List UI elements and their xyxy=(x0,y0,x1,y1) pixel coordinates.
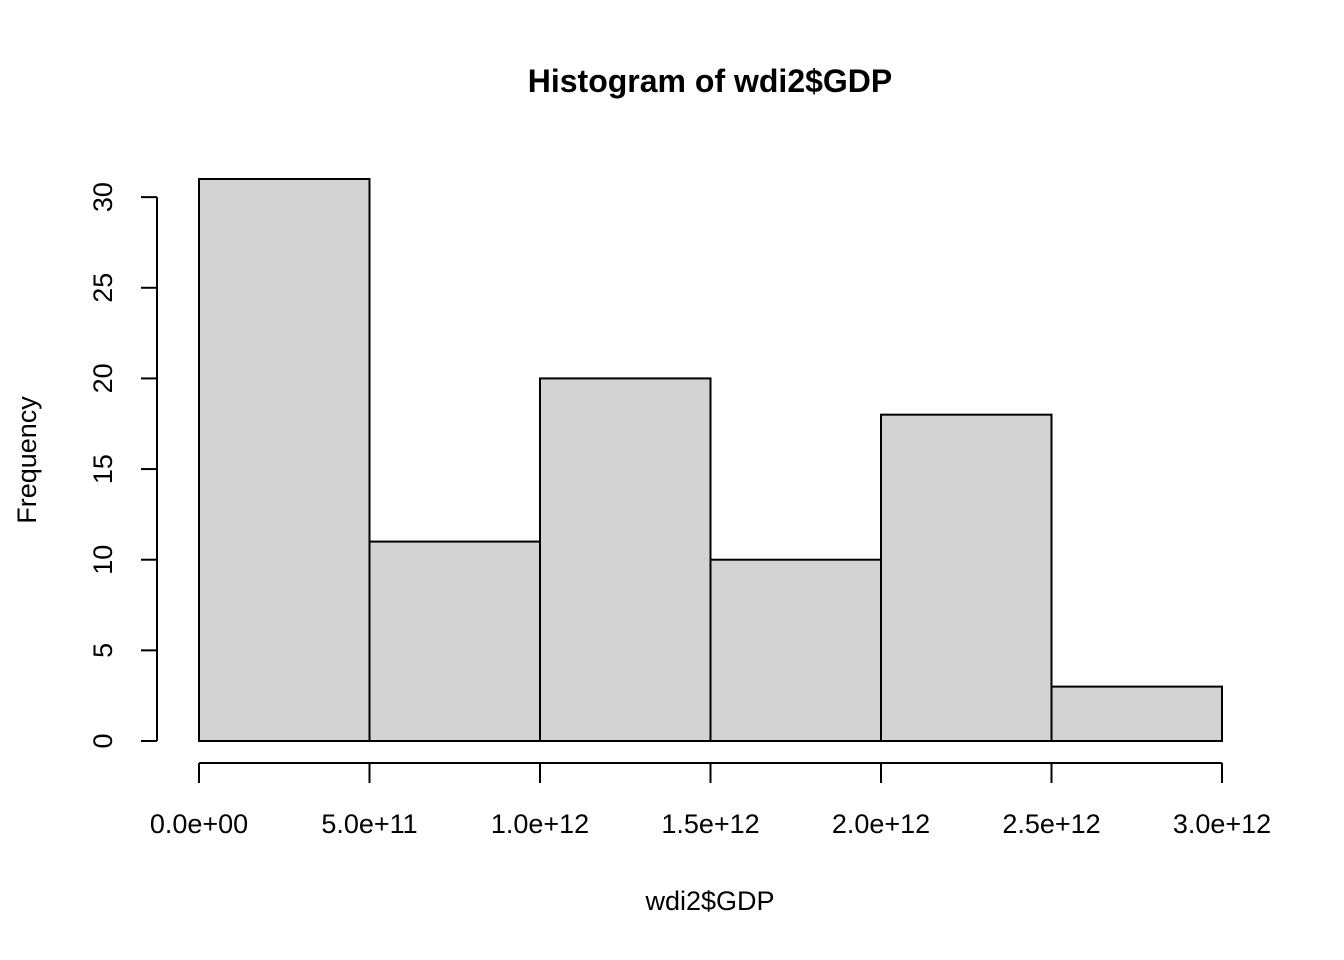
histogram-bar xyxy=(198,178,371,742)
x-axis-label: wdi2$GDP xyxy=(644,886,774,916)
x-tick-label: 5.0e+11 xyxy=(321,809,417,839)
chart-title: Histogram of wdi2$GDP xyxy=(528,63,893,99)
x-tick-label: 3.0e+12 xyxy=(1173,809,1271,839)
y-tick-label: 5 xyxy=(88,643,118,658)
bars-group xyxy=(198,178,1223,743)
x-tick-label: 2.5e+12 xyxy=(1002,809,1100,839)
x-tick-label: 2.0e+12 xyxy=(832,809,930,839)
x-axis: 0.0e+00 5.0e+11 1.0e+12 1.5e+12 2.0e+12 2.5e+… xyxy=(150,762,1271,839)
histogram-bar xyxy=(880,413,1053,742)
y-tick-label: 30 xyxy=(88,182,118,212)
histogram-bar xyxy=(1050,685,1223,743)
y-tick-label: 20 xyxy=(88,363,118,393)
x-tick-label: 1.0e+12 xyxy=(491,809,589,839)
x-tick-label: 0.0e+00 xyxy=(150,809,248,839)
y-tick-label: 25 xyxy=(88,273,118,303)
y-axis: 0 5 10 15 20 25 30 xyxy=(88,182,158,749)
histogram-bar xyxy=(368,540,541,742)
y-tick-label: 0 xyxy=(88,733,118,748)
histogram-bar xyxy=(709,558,882,742)
y-tick-label: 15 xyxy=(88,454,118,484)
y-axis-label: Frequency xyxy=(12,396,42,524)
histogram-bar xyxy=(539,377,712,742)
x-tick-label: 1.5e+12 xyxy=(661,809,759,839)
y-tick-label: 10 xyxy=(88,545,118,575)
